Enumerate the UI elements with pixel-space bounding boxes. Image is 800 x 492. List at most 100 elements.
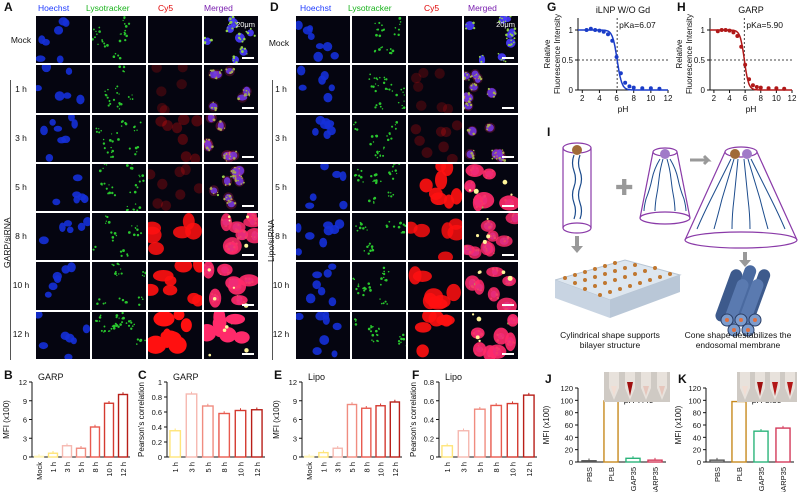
micrograph-lysotracker <box>352 65 406 113</box>
x-tick-label: 10 h <box>377 462 386 477</box>
y-axis-label: Relative <box>675 39 684 68</box>
data-point <box>606 32 610 37</box>
data-point <box>623 80 628 85</box>
micrograph-merged: 20μm <box>464 16 518 64</box>
x-tick-label: 5 h <box>476 462 485 472</box>
scale-bar <box>502 57 514 60</box>
micrograph-hoechst <box>296 262 350 310</box>
x-tick-label: Mock <box>305 462 314 480</box>
x-tick-label: GARP35 <box>651 467 660 492</box>
chart-e: 0 3 6 9 12 Mock 1 h 3 h 5 h 8 h 10 h 12 h Lipo MFI (x… <box>272 372 402 480</box>
micrograph-cy5 <box>148 16 202 64</box>
chart-title: GARP <box>38 372 64 382</box>
bar <box>169 430 182 458</box>
row-label: 3 h <box>15 132 27 143</box>
group-bracket <box>272 80 273 360</box>
y-axis-label: Fluorescence Intensity <box>685 14 694 94</box>
x-tick-label: Mock <box>35 462 44 480</box>
chart-title: Lipo <box>308 372 325 382</box>
micrograph-hoechst <box>36 262 90 310</box>
combined-cone-icon <box>684 146 798 249</box>
micrograph-cy5 <box>148 114 202 162</box>
data-point <box>618 71 623 76</box>
bar <box>753 430 769 463</box>
y-tick-label: 60 <box>693 421 701 430</box>
y-tick-label: 0 <box>293 453 297 462</box>
bar <box>89 426 101 458</box>
x-tick-label: 1 h <box>171 462 180 472</box>
data-point <box>727 28 732 33</box>
micrograph-merged <box>464 163 518 212</box>
panel-label-b: B <box>4 368 13 382</box>
row-label: 5 h <box>15 181 27 192</box>
row-label: 3 h <box>275 132 287 143</box>
micrograph-lysotracker <box>352 262 406 310</box>
y-tick-label: 1 <box>701 26 706 35</box>
data-point <box>627 84 632 89</box>
bar <box>218 412 231 458</box>
cylinder-lipid-icon <box>562 142 592 234</box>
row-label: 10 h <box>12 279 30 290</box>
x-tick-label: 6 <box>614 94 619 103</box>
y-tick-label: 40 <box>693 433 701 442</box>
x-tick-label: 12 h <box>525 462 534 477</box>
data-point <box>640 86 645 91</box>
x-tick-label: 6 <box>743 94 748 103</box>
micrograph-cy5 <box>408 262 462 310</box>
bar <box>473 408 486 458</box>
y-tick-label: 0.2 <box>424 434 434 443</box>
micrograph-cy5 <box>408 65 462 113</box>
data-point <box>588 26 593 31</box>
panel-label-h: H <box>677 0 686 14</box>
y-tick-label: 3 <box>23 434 27 443</box>
chart-annotation: pKa=5.90 <box>746 20 783 30</box>
x-axis-label: pH <box>746 104 757 114</box>
channel-header-hoechst: Hoechst <box>38 3 70 13</box>
data-point <box>614 55 619 59</box>
arrow-right-icon <box>690 154 712 166</box>
micrograph-merged <box>464 262 518 310</box>
scale-label: 20μm <box>236 20 255 29</box>
bar <box>522 394 535 458</box>
x-tick-label: 12 h <box>391 462 400 477</box>
micrograph-hoechst <box>36 311 90 359</box>
chart-g: 2 4 6 8 10 12 0 0.5 1 iLNP W/O Gd pKa=6.07 pH Relati… <box>543 5 673 114</box>
x-tick-label: 8 <box>759 94 764 103</box>
group-bracket <box>10 80 11 360</box>
bar <box>234 409 247 458</box>
y-tick-label: 20 <box>565 446 573 455</box>
panel-a-headers: Hoechst Lysotracker Cy5 Merged <box>36 3 258 17</box>
y-tick-label: 100 <box>560 396 573 405</box>
lipid-shape-schematic: ✚ <box>555 142 798 337</box>
x-tick-label: 5 h <box>77 462 86 472</box>
scale-label: 20μm <box>496 20 515 29</box>
x-tick-label: PLB <box>607 467 616 481</box>
bar <box>61 445 73 458</box>
group-label-lipo: Lipo/siRNA <box>266 219 276 262</box>
bar <box>490 404 503 458</box>
scale-bar <box>502 303 514 306</box>
y-tick-label: 20 <box>693 446 701 455</box>
data-point <box>597 28 602 33</box>
y-tick-label: 0.5 <box>562 56 574 65</box>
data-point <box>601 29 606 34</box>
data-point <box>743 62 748 67</box>
micrograph-hoechst <box>296 213 350 261</box>
scale-bar <box>502 205 514 208</box>
bar <box>647 459 663 463</box>
micrograph-hoechst <box>36 213 90 261</box>
panel-label-g: G <box>547 0 557 14</box>
x-tick-label: GARP35 <box>779 467 788 492</box>
panel-label-a: A <box>4 0 13 14</box>
y-tick-label: 1 <box>158 378 162 387</box>
micrograph-lysotracker <box>92 213 146 261</box>
y-tick-label: 0.2 <box>152 438 162 447</box>
micrograph-hoechst <box>296 65 350 113</box>
panel-label-d: D <box>270 0 279 14</box>
chart-f: 0 0.2 0.4 0.6 0.8 1 h 3 h 5 h 8 h 10 h 12 h Lipo Pea… <box>409 372 537 477</box>
micrograph-cy5 <box>408 213 462 261</box>
y-tick-label: 0 <box>158 453 162 462</box>
y-tick-label: 6 <box>23 416 27 425</box>
channel-header-hoechst: Hoechst <box>300 3 332 13</box>
bar <box>103 402 115 458</box>
